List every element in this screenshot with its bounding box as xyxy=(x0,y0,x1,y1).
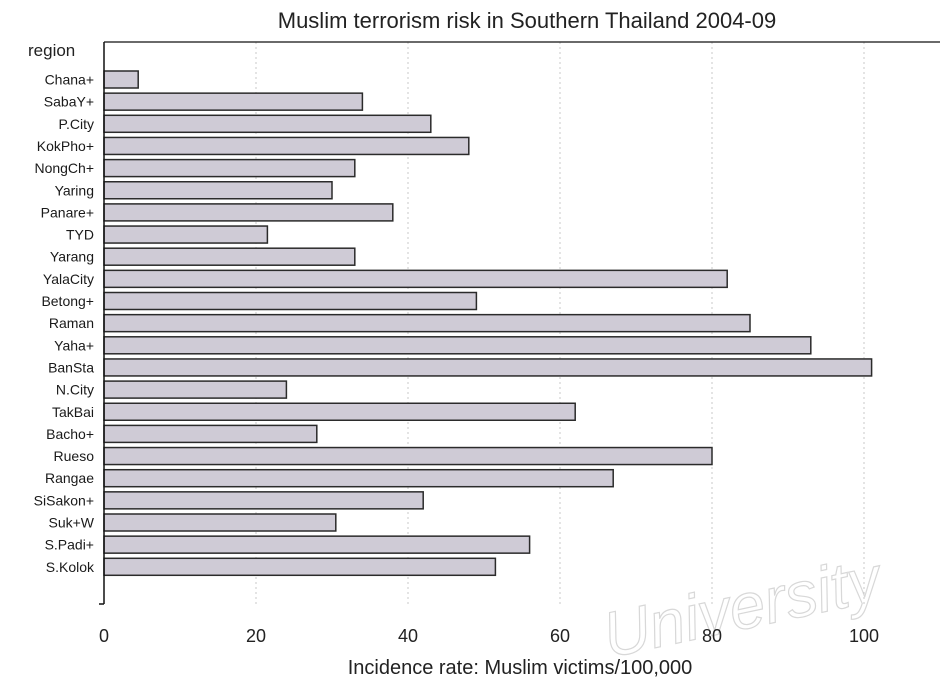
category-label: KokPho+ xyxy=(37,138,94,154)
bar xyxy=(103,225,269,244)
category-label: SabaY+ xyxy=(44,94,94,110)
chart-title: Muslim terrorism risk in Southern Thaila… xyxy=(278,8,776,33)
category-label: N.City xyxy=(56,382,94,398)
bar xyxy=(103,70,139,89)
category-label: BanSta xyxy=(48,359,94,375)
bar xyxy=(103,446,713,466)
category-label: Panare+ xyxy=(41,204,94,220)
bar xyxy=(103,92,364,111)
bar xyxy=(103,557,497,577)
category-label: TYD xyxy=(66,227,94,243)
category-label: Rangae xyxy=(45,470,94,486)
x-tick-label: 60 xyxy=(550,626,570,646)
category-label: SiSakon+ xyxy=(34,492,94,508)
watermark-text: University xyxy=(597,542,891,672)
bar xyxy=(103,313,751,333)
category-label: YalaCity xyxy=(43,271,94,287)
x-tick-label: 20 xyxy=(246,626,266,646)
bar xyxy=(103,535,531,554)
category-label: Bacho+ xyxy=(46,426,94,442)
category-label: Betong+ xyxy=(41,293,94,309)
x-axis-label: Incidence rate: Muslim victims/100,000 xyxy=(348,657,693,679)
bar xyxy=(103,336,812,355)
bar xyxy=(103,181,333,200)
category-label: Raman xyxy=(49,315,94,331)
bar xyxy=(103,491,424,510)
bar xyxy=(103,380,288,399)
bar xyxy=(103,269,728,289)
category-label: Yaha+ xyxy=(54,337,94,353)
bar xyxy=(103,203,394,222)
category-label: S.Padi+ xyxy=(45,537,94,553)
bar xyxy=(103,114,432,134)
axes xyxy=(99,41,940,605)
x-tick-labels: 0 20 40 60 80 100 xyxy=(99,626,879,646)
x-tick-label: 40 xyxy=(398,626,418,646)
x-tick-label: 0 xyxy=(99,626,109,646)
bar xyxy=(103,136,470,156)
y-axis-label: region xyxy=(28,41,75,60)
bar xyxy=(103,402,576,421)
x-tick-label: 100 xyxy=(849,626,879,646)
category-label: Yaring xyxy=(55,182,94,198)
bar xyxy=(103,158,356,178)
category-label: Suk+W xyxy=(48,515,94,531)
x-tick-label: 80 xyxy=(702,626,722,646)
bar xyxy=(103,291,478,311)
category-label: S.Kolok xyxy=(46,559,95,575)
bar xyxy=(103,247,356,266)
category-label: Rueso xyxy=(54,448,95,464)
bar xyxy=(103,513,337,532)
category-label: NongCh+ xyxy=(34,160,94,176)
category-label: Chana+ xyxy=(45,72,94,88)
bar xyxy=(103,358,873,377)
bar xyxy=(103,424,318,444)
category-label: P.City xyxy=(58,116,94,132)
category-label: Yarang xyxy=(50,249,94,265)
category-labels: Chana+ SabaY+ P.City KokPho+ NongCh+ Yaring Pa… xyxy=(34,72,95,575)
category-label: TakBai xyxy=(52,404,94,420)
bars xyxy=(103,70,873,577)
bar xyxy=(103,468,614,488)
